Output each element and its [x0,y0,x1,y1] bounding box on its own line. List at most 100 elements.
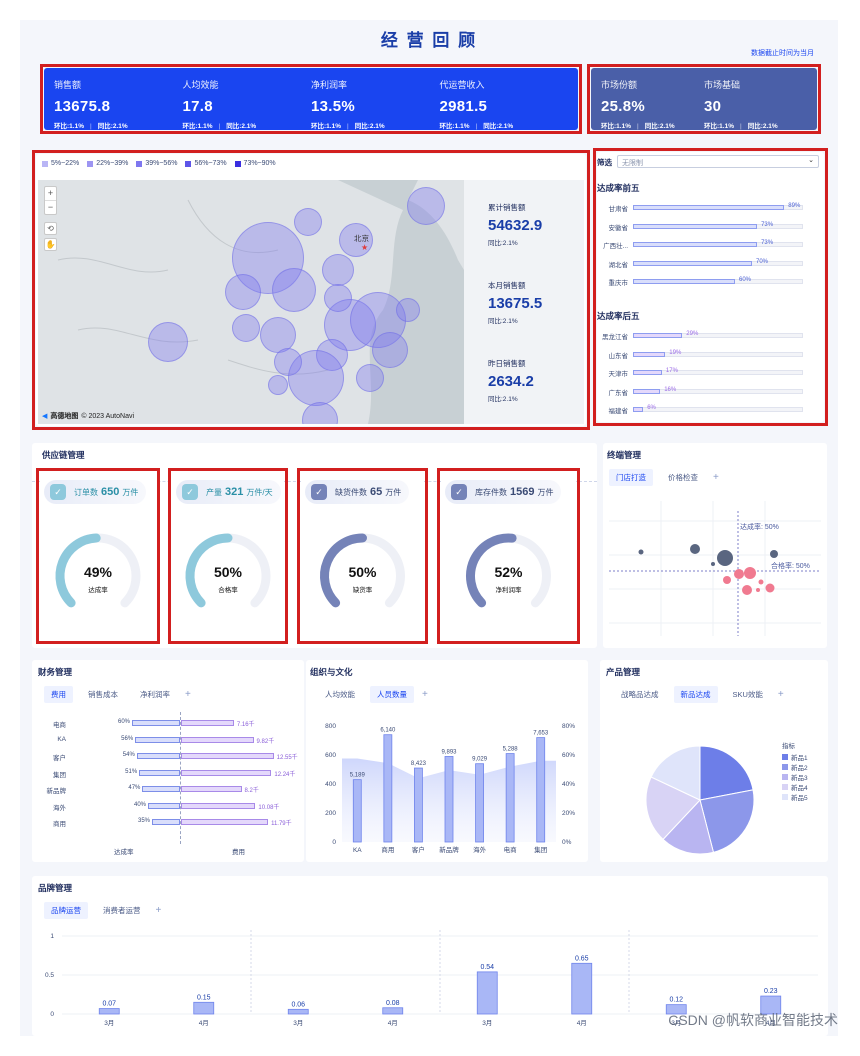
add-tab-icon[interactable]: + [713,472,719,483]
zoom-in-button[interactable]: + [47,188,54,198]
gauge-center: 52% 净利润率 [441,564,576,594]
map-bubble[interactable] [356,364,384,392]
map-bubble[interactable] [372,332,408,368]
map-bubble[interactable] [302,402,338,424]
brand-bar[interactable] [98,1008,120,1015]
finance-rate-bar[interactable] [148,802,180,809]
map-bubble[interactable] [324,284,352,312]
rank-bar[interactable] [633,370,662,375]
brand-month: 4月 [388,1019,398,1027]
finance-cost-bar[interactable] [181,736,254,743]
finance-rate-bar[interactable] [135,736,180,743]
finance-rate-bar[interactable] [152,819,180,825]
add-tab-icon[interactable]: + [777,689,784,700]
org-bar[interactable] [414,767,423,843]
tab-per-capita[interactable]: 人均效能 [325,690,355,699]
tab-sku[interactable]: SKU效能 [732,690,763,699]
tab-brand-ops[interactable]: 品牌运营 [44,902,88,919]
finance-cost-bar[interactable] [181,802,256,809]
add-tab-icon[interactable]: + [155,905,162,916]
y-tick-left: 0 [332,839,336,846]
finance-cost-bar[interactable] [181,753,274,759]
map-bubble[interactable] [294,208,322,236]
pan-hand-icon[interactable]: ✋ [44,238,57,251]
pie-slice[interactable] [699,789,755,853]
rank-bar[interactable] [633,205,785,210]
org-bar[interactable] [536,737,546,843]
map-legend-item[interactable]: 56%~73% [185,160,227,167]
pie-legend-item[interactable]: 新品4 [782,782,808,792]
tab-consumer-ops[interactable]: 消费者运营 [103,906,141,915]
org-bar[interactable] [383,734,393,843]
tab-sales-cost[interactable]: 销售成本 [88,690,118,699]
finance-cost-bar[interactable] [181,819,269,825]
map-stat: 本月销售额 13675.5 同比:2.1% [488,280,542,325]
rank-bar[interactable] [633,351,666,357]
rank-bar[interactable] [633,388,661,394]
tab-net-margin[interactable]: 净利润率 [140,690,170,699]
tab-strategic[interactable]: 战略品达成 [621,690,659,699]
map-bubble[interactable] [272,268,316,312]
map-bubble[interactable] [322,254,354,286]
finance-rate-bar[interactable] [132,720,180,726]
tab-price-check[interactable]: 价格检查 [668,473,698,482]
org-bar[interactable] [352,779,362,843]
finance-rate-bar[interactable] [139,769,180,776]
tab-new-product[interactable]: 新品达成 [673,686,718,703]
tab-headcount[interactable]: 人员数量 [370,686,414,703]
pie-slice[interactable] [645,776,701,841]
pie-slice[interactable] [650,745,701,801]
brand-bar[interactable] [760,995,782,1015]
finance-cost-bar[interactable] [181,769,272,776]
pie-legend-item[interactable]: 新品2 [782,762,808,772]
brand-bar[interactable] [287,1008,309,1015]
rotate-icon[interactable]: ⟲ [44,222,57,235]
map-bubble[interactable] [225,274,261,310]
finance-rate-bar[interactable] [136,753,180,759]
brand-bar[interactable] [193,1001,215,1015]
map-legend-item[interactable]: 39%~56% [136,160,177,167]
org-bar[interactable] [444,756,454,843]
rank-bar[interactable] [633,260,752,266]
brand-bar[interactable] [665,1004,687,1015]
pie-slice[interactable] [662,798,715,855]
rank-bar[interactable] [633,333,683,338]
pie-legend-item[interactable]: 新品1 [782,752,808,762]
map-bubble[interactable] [274,348,302,376]
rank-bar[interactable] [633,223,758,229]
map-legend-item[interactable]: 22%~39% [87,160,128,167]
map-area[interactable]: 北京 ★ + − ⟲ ✋ ◀ 高德地图 © 2023 AutoNavi [38,180,464,424]
zoom-out-button[interactable]: − [45,200,56,214]
rank-bar[interactable] [633,407,644,412]
finance-cost-bar[interactable] [181,720,234,726]
org-bar[interactable] [475,763,484,843]
brand-bar[interactable] [571,962,593,1015]
rank-bar[interactable] [633,242,758,247]
org-bar[interactable] [505,753,515,843]
map-bubble[interactable] [407,187,445,225]
brand-bar[interactable] [476,971,498,1015]
map-legend-item[interactable]: 73%~90% [234,160,276,167]
add-tab-icon[interactable]: + [422,689,428,700]
add-tab-icon[interactable]: + [185,689,191,700]
brand-bar[interactable] [382,1007,404,1015]
map-bubble[interactable] [396,298,420,322]
kpi-separator: | [739,123,742,130]
pie-legend-item[interactable]: 新品5 [782,792,808,802]
pie-legend-item[interactable]: 新品3 [782,772,808,782]
rank-bar[interactable] [633,279,735,284]
pie-slice[interactable] [699,745,754,801]
city-label: 北京 [354,234,369,243]
map-legend-item[interactable]: 5%~22% [42,160,79,167]
tab-store-build[interactable]: 门店打造 [609,469,653,486]
finance-cost-bar[interactable] [181,786,242,792]
finance-rate-bar[interactable] [142,786,180,792]
map-bubble[interactable] [148,322,188,362]
map-bubble[interactable] [232,314,260,342]
map-bubble[interactable] [339,223,373,257]
filter-select[interactable]: 无限制 ⌄ [617,155,819,168]
tab-expense[interactable]: 费用 [44,686,73,703]
box-icon: ✓ [50,484,66,500]
y-tick-left: 600 [325,752,336,759]
map-bubble[interactable] [268,375,288,395]
